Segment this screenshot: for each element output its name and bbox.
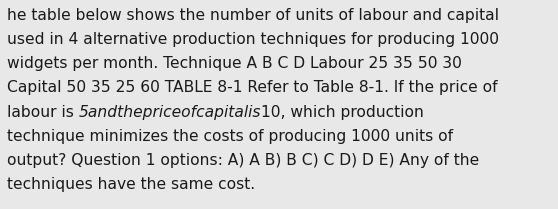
Text: techniques have the same cost.: techniques have the same cost. bbox=[7, 177, 255, 192]
Text: Capital 50 35 25 60 TABLE 8-1 Refer to Table 8-1. If the price of: Capital 50 35 25 60 TABLE 8-1 Refer to T… bbox=[7, 80, 497, 96]
Text: he table below shows the number of units of labour and capital: he table below shows the number of units… bbox=[7, 8, 499, 23]
Text: 10, which production: 10, which production bbox=[261, 104, 424, 120]
Text: labour is: labour is bbox=[7, 104, 79, 120]
Text: 5andthepriceofcapitalis: 5andthepriceofcapitalis bbox=[79, 104, 261, 120]
Text: used in 4 alternative production techniques for producing 1000: used in 4 alternative production techniq… bbox=[7, 32, 499, 47]
Text: output? Question 1 options: A) A B) B C) C D) D E) Any of the: output? Question 1 options: A) A B) B C)… bbox=[7, 153, 479, 168]
Text: widgets per month. Technique A B C D Labour 25 35 50 30: widgets per month. Technique A B C D Lab… bbox=[7, 56, 461, 71]
Text: technique minimizes the costs of producing 1000 units of: technique minimizes the costs of produci… bbox=[7, 129, 453, 144]
